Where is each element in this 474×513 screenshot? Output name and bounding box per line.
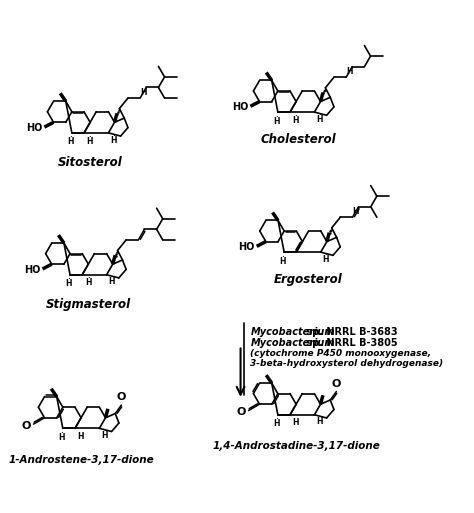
Text: HO: HO xyxy=(26,123,43,133)
Text: Ḣ: Ḣ xyxy=(109,278,115,286)
Text: Cholesterol: Cholesterol xyxy=(261,133,337,146)
Text: sp. NRRL B-3683: sp. NRRL B-3683 xyxy=(303,327,398,338)
Text: Ḣ: Ḣ xyxy=(101,431,108,440)
Text: 1-Androstene-3,17-dione: 1-Androstene-3,17-dione xyxy=(8,455,154,465)
Text: H: H xyxy=(346,67,353,76)
Text: Ḣ: Ḣ xyxy=(65,279,72,288)
Text: O: O xyxy=(237,407,246,418)
Text: O: O xyxy=(332,379,341,389)
Text: Ḣ: Ḣ xyxy=(110,135,117,145)
Text: H: H xyxy=(353,207,359,216)
Text: Mycobacterium: Mycobacterium xyxy=(250,338,335,348)
Text: Ḣ: Ḣ xyxy=(316,115,323,124)
Text: O: O xyxy=(21,421,31,431)
Text: Ḣ: Ḣ xyxy=(322,255,329,264)
Text: H: H xyxy=(140,88,146,97)
Text: Ergosterol: Ergosterol xyxy=(274,273,343,286)
Text: Ḣ: Ḣ xyxy=(316,418,323,426)
Text: H: H xyxy=(78,432,84,441)
Text: (cytochrome P450 monooxygenase,: (cytochrome P450 monooxygenase, xyxy=(250,349,431,358)
Text: Ḣ: Ḣ xyxy=(59,433,65,442)
Text: Mycobacterium: Mycobacterium xyxy=(250,327,335,338)
Text: Ḣ: Ḣ xyxy=(293,116,299,125)
Text: H: H xyxy=(293,419,299,427)
Text: Ḣ: Ḣ xyxy=(85,279,91,287)
Text: Ḣ: Ḣ xyxy=(279,256,286,266)
Text: 1,4-Androstadine-3,17-dione: 1,4-Androstadine-3,17-dione xyxy=(212,441,380,451)
Text: sp. NRRL B-3805: sp. NRRL B-3805 xyxy=(303,338,398,348)
Text: Ḣ: Ḣ xyxy=(67,137,73,146)
Text: HO: HO xyxy=(238,242,255,252)
Text: Ḣ: Ḣ xyxy=(273,419,280,428)
Text: Ḣ: Ḣ xyxy=(87,136,93,146)
Text: HO: HO xyxy=(24,265,41,275)
Text: Stigmasterol: Stigmasterol xyxy=(46,298,131,311)
Text: Sitosterol: Sitosterol xyxy=(58,156,122,169)
Text: O: O xyxy=(117,392,126,402)
Text: Ḣ: Ḣ xyxy=(273,116,279,126)
Text: 3-beta-hydroxysterol dehydrogenase): 3-beta-hydroxysterol dehydrogenase) xyxy=(250,359,444,368)
Text: HO: HO xyxy=(232,102,248,112)
